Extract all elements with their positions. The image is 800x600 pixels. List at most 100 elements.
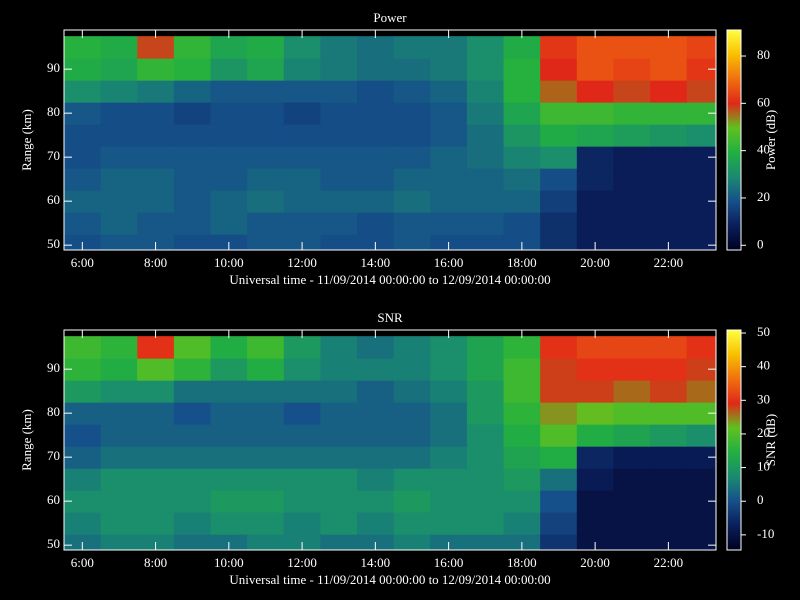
heatmap-cell (613, 58, 651, 81)
heatmap-cell (173, 168, 212, 191)
heatmap-cell (686, 168, 716, 191)
heatmap-cell (540, 380, 578, 403)
heatmap-cell (503, 102, 541, 125)
heatmap-cell (283, 190, 321, 213)
heatmap-cell (64, 380, 102, 403)
heatmap-cell (210, 168, 248, 191)
heatmap-cell (466, 468, 505, 491)
heatmap-cell (247, 212, 285, 235)
heatmap-cell (247, 124, 285, 147)
heatmap-cell (100, 190, 138, 213)
heatmap-cell (283, 380, 321, 403)
heatmap-cell (466, 212, 505, 235)
heatmap-cell (576, 336, 614, 359)
heatmap-cell (576, 358, 614, 381)
heatmap-cell (393, 380, 431, 403)
heatmap-cell (320, 446, 358, 469)
heatmap-cell (393, 358, 431, 381)
heatmap-cell (466, 124, 505, 147)
heatmap-cell (576, 80, 614, 103)
heatmap-cell (540, 512, 578, 535)
heatmap-cell (540, 424, 578, 447)
colorbar-tick-label: 50 (757, 324, 770, 339)
heatmap-cell (503, 490, 541, 513)
heatmap-cell (540, 490, 578, 513)
heatmap-cell (64, 124, 102, 147)
heatmap-cell (247, 468, 285, 491)
heatmap-cell (686, 468, 716, 491)
heatmap-cell (137, 36, 175, 59)
heatmap-cell (650, 58, 688, 81)
plot-frame (63, 329, 717, 551)
heatmap-cell (466, 380, 505, 403)
heatmap-cell (466, 80, 505, 103)
heatmap-cell (64, 468, 102, 491)
heatmap-cell (100, 336, 138, 359)
colorbar-tick-label: 40 (757, 358, 770, 373)
heatmap-cell (173, 234, 212, 250)
heatmap-cell (137, 424, 175, 447)
heatmap-cell (466, 446, 505, 469)
heatmap-cell (64, 102, 102, 125)
heatmap-cell (613, 468, 651, 491)
heatmap-cell (320, 380, 358, 403)
heatmap-cell (320, 80, 358, 103)
heatmap-cell (247, 36, 285, 59)
heatmap-cell (100, 102, 138, 125)
heatmap-cell (466, 190, 505, 213)
heatmap-cell (393, 534, 431, 550)
heatmap-cell (247, 336, 285, 359)
heatmap-cell (503, 468, 541, 491)
heatmap-cell (430, 468, 468, 491)
heatmap-cell (466, 102, 505, 125)
heatmap-cell (613, 534, 651, 550)
heatmap-cell (503, 358, 541, 381)
heatmap-cell (503, 36, 541, 59)
heatmap-cell (430, 424, 468, 447)
heatmap-cell (503, 168, 541, 191)
heatmap-cell (503, 190, 541, 213)
heatmap-cell (283, 80, 321, 103)
heatmap-cell (576, 380, 614, 403)
heatmap-cell (137, 336, 175, 359)
heatmap-cell (393, 36, 431, 59)
heatmap-cell (247, 446, 285, 469)
heatmap-cell (247, 234, 285, 250)
heatmap-cell (613, 190, 651, 213)
heatmap-cell (320, 358, 358, 381)
heatmap-cell (210, 190, 248, 213)
heatmap-cell (64, 358, 102, 381)
x-tick-label: 16:00 (434, 555, 464, 570)
heatmap-cell (686, 380, 716, 403)
heatmap-cell (430, 512, 468, 535)
y-tick-label: 70 (47, 148, 60, 163)
heatmap-cell (576, 402, 614, 425)
heatmap-cell (393, 234, 431, 250)
heatmap-cell (357, 146, 395, 169)
heatmap-cell (247, 402, 285, 425)
heatmap-cell (576, 36, 614, 59)
heatmap-cell (210, 512, 248, 535)
y-tick-label: 60 (47, 192, 60, 207)
y-tick-label: 50 (47, 236, 60, 251)
heatmap-cell (613, 402, 651, 425)
heatmap-cell (210, 358, 248, 381)
heatmap-cell (283, 336, 321, 359)
heatmap-cell (650, 80, 688, 103)
heatmap-cell (613, 80, 651, 103)
heatmap-cell (283, 490, 321, 513)
heatmap-cell (393, 124, 431, 147)
colorbar (726, 29, 742, 251)
y-axis-label: Range (km) (19, 109, 34, 171)
heatmap-cell (650, 446, 688, 469)
heatmap-cell (357, 424, 395, 447)
heatmap-cell (686, 336, 716, 359)
heatmap-cell (613, 102, 651, 125)
heatmap-cell (320, 190, 358, 213)
heatmap-cell (100, 168, 138, 191)
heatmap-cell (357, 380, 395, 403)
x-tick-label: 18:00 (507, 555, 537, 570)
heatmap-cell (503, 58, 541, 81)
heatmap-cell (210, 380, 248, 403)
